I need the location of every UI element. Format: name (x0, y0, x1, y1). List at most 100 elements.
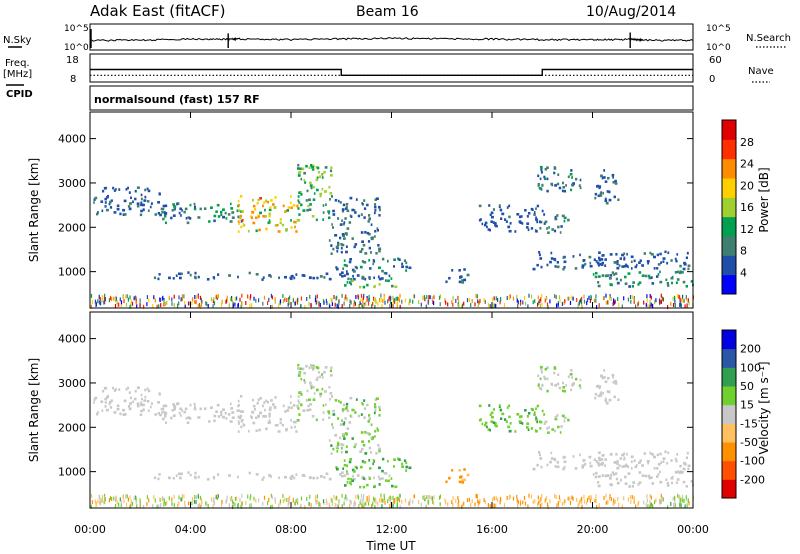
power-echo-cell (616, 262, 619, 266)
velocity-echo-cell (285, 428, 288, 431)
power-ground-cell (104, 297, 106, 302)
velocity-echo-cell (341, 443, 345, 447)
power-ground-cell (271, 304, 273, 309)
power-ground-cell (129, 304, 131, 309)
power-ground-cell (392, 303, 394, 308)
velocity-ground-cell (673, 503, 675, 507)
velocity-ground-cell (310, 503, 312, 508)
power-echo-cell (118, 188, 121, 191)
velocity-echo-cell (605, 401, 609, 405)
power-echo-cell (659, 280, 663, 284)
velocity-echo-cell (546, 463, 549, 467)
velocity-echo-cell (339, 436, 342, 440)
velocity-echo-cell (463, 468, 466, 471)
power-echo-cell (597, 184, 600, 188)
velocity-ground-scatter (90, 493, 694, 510)
velocity-ground-cell (334, 502, 336, 507)
velocity-echo-cell (369, 467, 372, 470)
velocity-echo-cell (294, 425, 296, 429)
power-echo-cell (105, 208, 109, 212)
power-echo-cell (357, 214, 361, 218)
velocity-echo-cell (322, 418, 325, 421)
velocity-ground-cell (586, 501, 588, 506)
velocity-ground-cell (684, 504, 686, 509)
power-echo-cell (294, 225, 296, 229)
velocity-ground-cell (187, 501, 190, 506)
velocity-echo-cell (557, 373, 560, 376)
velocity-echo-cell (554, 415, 557, 419)
power-echo-cell (227, 213, 231, 216)
power-echo-cell (231, 211, 235, 214)
power-echo-cell (103, 187, 107, 190)
velocity-ground-cell (373, 496, 375, 501)
velocity-ground-cell (578, 501, 580, 506)
velocity-echo-cell (141, 403, 144, 407)
power-echo-cell (116, 207, 120, 211)
power-echo-cell (359, 285, 362, 289)
power-echo-cell (136, 186, 140, 189)
velocity-ground-cell (422, 495, 424, 500)
power-ground-cell (612, 302, 614, 307)
power-echo-cell (143, 199, 147, 202)
power-ground-cell (660, 299, 662, 304)
power-echo-cell (359, 250, 363, 253)
power-echo-cell (212, 276, 215, 279)
velocity-echo-cell (346, 470, 348, 473)
power-echo-cell (309, 203, 312, 206)
power-ground-cell (322, 299, 325, 304)
power-echo-cell (674, 271, 678, 274)
velocity-echo-cell (279, 418, 282, 421)
velocity-echo-cell (172, 403, 175, 406)
power-echo-cell (349, 281, 352, 284)
power-echo-cell (187, 271, 190, 274)
velocity-echo-cell (339, 401, 342, 404)
velocity-ground-cell (401, 499, 403, 504)
velocity-echo-cell (340, 471, 344, 474)
power-echo-cell (315, 218, 318, 222)
power-echo-cell (636, 263, 638, 267)
velocity-echo-cell (615, 453, 618, 456)
velocity-ground-cell (215, 495, 217, 500)
velocity-echo-cell (363, 416, 366, 419)
velocity-echo-cell (321, 373, 323, 376)
velocity-echo-cell (499, 408, 502, 412)
velocity-echo-cell (284, 475, 287, 479)
velocity-echo-cell (368, 446, 371, 450)
velocity-echo-cell (346, 409, 350, 413)
power-echo-cell (366, 283, 369, 287)
power-echo-cell (372, 259, 375, 262)
velocity-ground-cell (294, 501, 296, 506)
velocity-echo-cell (255, 416, 258, 420)
velocity-echo-cell (574, 467, 578, 470)
power-ground-cell (618, 302, 620, 307)
power-ground-cell (268, 297, 270, 302)
velocity-ground-cell (325, 498, 327, 503)
power-ground-cell (489, 304, 491, 308)
velocity-echo-cell (391, 484, 394, 488)
velocity-echo-cell (334, 434, 338, 437)
power-echo-cell (571, 176, 573, 179)
power-echo-cell (541, 209, 544, 213)
power-echo-cell (251, 211, 255, 214)
freq-tick-top: 18 (66, 55, 79, 66)
power-ground-cell (300, 296, 303, 301)
velocity-ground-cell (113, 496, 115, 501)
velocity-echo-cell (309, 384, 313, 387)
velocity-echo-cell (143, 399, 147, 402)
velocity-echo-cell (374, 435, 376, 438)
power-ground-cell (381, 298, 383, 303)
power-ground-cell (650, 302, 652, 307)
power-ground-cell (613, 298, 615, 303)
velocity-ground-cell (171, 501, 173, 506)
power-echo-cell (301, 167, 305, 171)
power-ground-cell (198, 302, 201, 307)
velocity-echo-cell (516, 413, 520, 416)
velocity-ground-cell (135, 500, 137, 505)
power-echo-cell (605, 201, 609, 205)
power-ground-cell (207, 304, 209, 308)
nsky-tick-bottom: 10^0 (64, 43, 89, 53)
velocity-colorbar-frame (721, 329, 737, 499)
power-echo-cell (667, 284, 670, 287)
power-echo-cell (553, 167, 557, 170)
